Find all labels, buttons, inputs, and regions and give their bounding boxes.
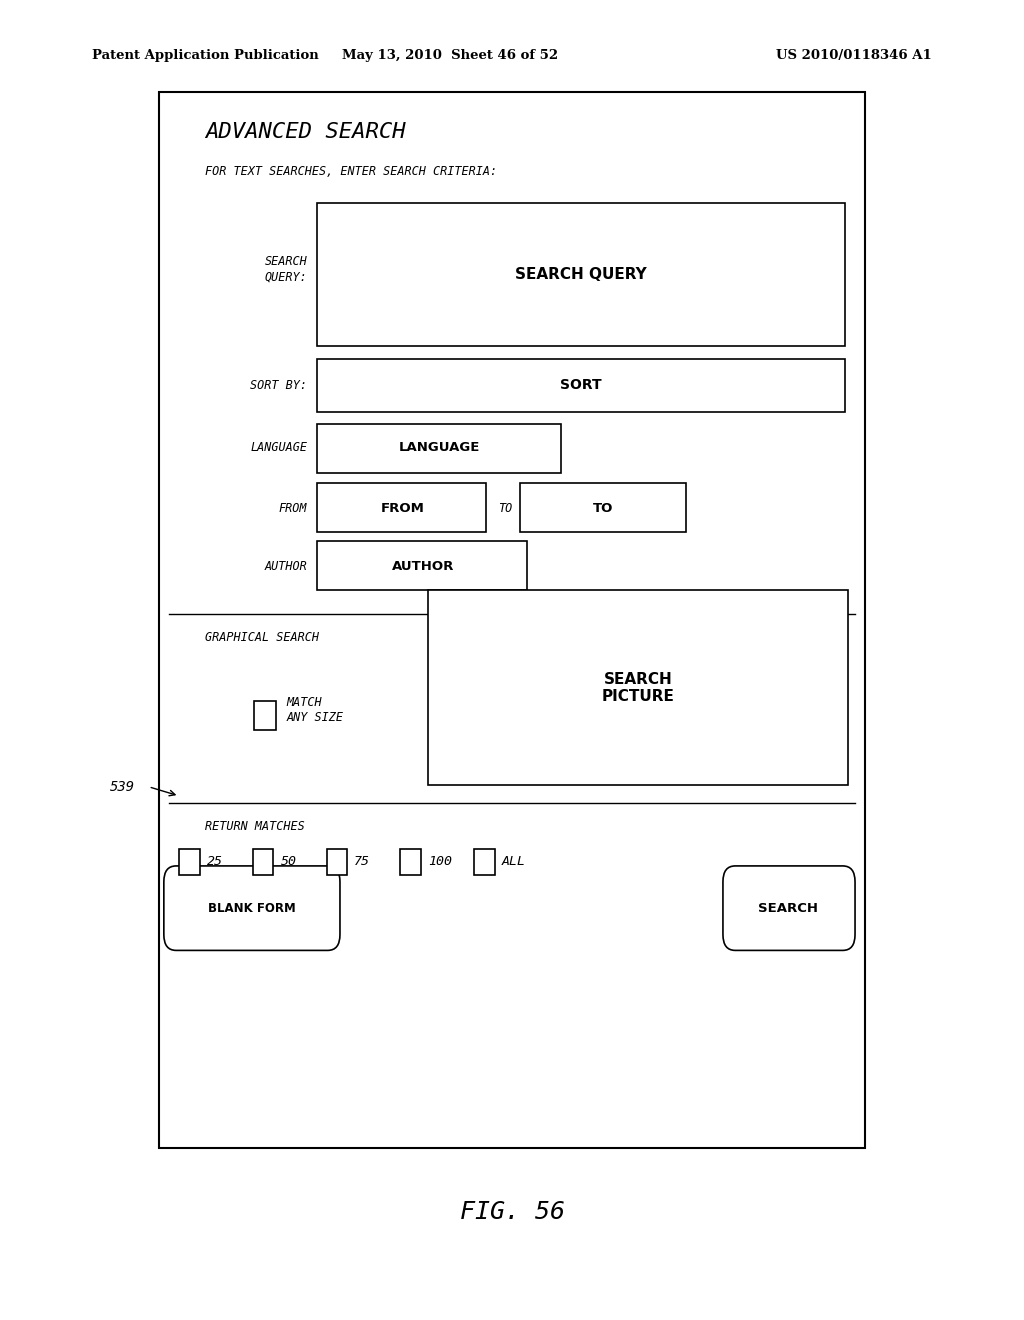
Bar: [317, 203, 845, 346]
Bar: [254, 701, 276, 730]
Text: SEARCH QUERY: SEARCH QUERY: [515, 267, 646, 282]
Bar: [474, 849, 495, 875]
Bar: [317, 359, 845, 412]
Bar: [520, 483, 686, 532]
Text: LANGUAGE: LANGUAGE: [250, 441, 307, 454]
Text: US 2010/0118346 A1: US 2010/0118346 A1: [776, 49, 932, 62]
Bar: [327, 849, 347, 875]
Text: 539: 539: [110, 780, 135, 793]
Bar: [317, 541, 527, 590]
Text: SEARCH
PICTURE: SEARCH PICTURE: [601, 672, 675, 704]
Bar: [428, 590, 848, 785]
Text: 25: 25: [207, 855, 223, 869]
FancyBboxPatch shape: [723, 866, 855, 950]
Text: SORT BY:: SORT BY:: [250, 379, 307, 392]
Bar: [179, 849, 200, 875]
Text: MATCH
ANY SIZE: MATCH ANY SIZE: [287, 696, 344, 725]
Bar: [253, 849, 273, 875]
Text: TO: TO: [593, 502, 613, 515]
Text: 50: 50: [281, 855, 297, 869]
Text: 75: 75: [354, 855, 371, 869]
Bar: [317, 424, 561, 473]
Text: BLANK FORM: BLANK FORM: [208, 902, 296, 915]
Text: AUTHOR: AUTHOR: [392, 560, 454, 573]
Text: Patent Application Publication: Patent Application Publication: [92, 49, 318, 62]
Bar: [400, 849, 421, 875]
Text: ALL: ALL: [502, 855, 525, 869]
Text: RETURN MATCHES: RETURN MATCHES: [205, 820, 304, 833]
Text: FIG. 56: FIG. 56: [460, 1200, 564, 1224]
FancyBboxPatch shape: [164, 866, 340, 950]
Text: AUTHOR: AUTHOR: [264, 560, 307, 573]
Bar: [317, 483, 486, 532]
Text: SEARCH: SEARCH: [759, 902, 818, 915]
Text: FROM: FROM: [279, 502, 307, 515]
Bar: [159, 92, 865, 1148]
Text: 100: 100: [428, 855, 452, 869]
Text: LANGUAGE: LANGUAGE: [398, 441, 480, 454]
Text: ADVANCED SEARCH: ADVANCED SEARCH: [205, 121, 406, 143]
Text: FOR TEXT SEARCHES, ENTER SEARCH CRITERIA:: FOR TEXT SEARCHES, ENTER SEARCH CRITERIA…: [205, 165, 497, 178]
Text: TO: TO: [498, 502, 512, 515]
Text: SORT: SORT: [560, 379, 601, 392]
Text: GRAPHICAL SEARCH: GRAPHICAL SEARCH: [205, 631, 318, 644]
Text: SEARCH
QUERY:: SEARCH QUERY:: [264, 255, 307, 284]
Text: May 13, 2010  Sheet 46 of 52: May 13, 2010 Sheet 46 of 52: [342, 49, 559, 62]
Text: FROM: FROM: [381, 502, 424, 515]
